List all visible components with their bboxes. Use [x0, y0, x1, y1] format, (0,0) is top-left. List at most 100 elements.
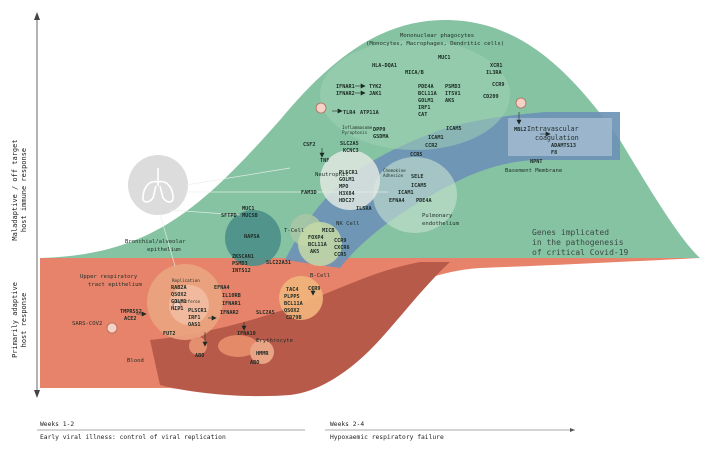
gene-label: AK5: [310, 249, 319, 255]
gene-label: BCL11A: [284, 301, 304, 307]
gene-label: FOXP4: [308, 235, 324, 241]
respiratory-failure-caption: Hypoxaemic respiratory failure: [330, 434, 444, 441]
gene-label: CAT: [418, 112, 427, 118]
legend-title-line2: in the pathogenesis: [532, 238, 624, 247]
gene-label: PDE4A: [418, 84, 434, 90]
blood-label: Blood: [127, 358, 144, 364]
gene-label: IFNA10: [237, 331, 256, 337]
early-illness-caption: Early viral illness: control of viral re…: [40, 434, 226, 441]
bronchial-label-line1: Bronchial/alveolar: [125, 239, 186, 245]
t-cell-label: T-Cell: [284, 228, 304, 234]
gene-label: CCR9: [492, 82, 505, 88]
gene-label: PLSCR1: [188, 308, 207, 314]
pulmonary-label-line1: Pulmonary: [422, 213, 453, 219]
b-cell-circle: [279, 276, 323, 320]
basement-membrane-label: Basement Membrane: [505, 168, 563, 174]
gene-label: SLC22A31: [266, 260, 291, 266]
gene-label: IRF1: [188, 315, 201, 321]
legend-title-line1: Genes implicated: [532, 228, 609, 237]
axis-bottom-title-line1: Primarily adaptive: [11, 282, 19, 358]
gene-label: IFNAR1: [336, 84, 355, 90]
gene-label: FAM3D: [301, 190, 317, 196]
gene-label: CCR2: [425, 143, 438, 149]
gene-labels: MUC1 XCR1 IL3RA CCR9 HLA-DQA1 MICA/B IFN…: [120, 55, 576, 366]
gene-label: PSMD3: [232, 261, 248, 267]
gene-label: IL3RA: [486, 70, 502, 76]
gene-label: ACE2: [124, 316, 137, 322]
gene-label: ICAM5: [446, 126, 462, 132]
vertical-axis: [34, 12, 40, 398]
axis-top-title-line1: Maladaptive / off target: [11, 139, 19, 240]
abo-cell: [189, 337, 207, 355]
gene-label: MUC5B: [242, 213, 258, 219]
gene-label: IRF1: [418, 105, 431, 111]
gene-label: GOLM1: [418, 98, 434, 104]
gene-label: IFNAR2: [336, 91, 355, 97]
gene-label: CCR5: [410, 152, 423, 158]
blood-stream: [150, 262, 450, 397]
connector-lines: [159, 167, 388, 267]
lungs-icon: [142, 168, 174, 203]
gene-label: ITSV1: [445, 91, 461, 97]
neutrophil-circle: [320, 150, 380, 210]
mononuclear-subtitle: (Monocytes, Macrophages, Dendritic cells…: [366, 41, 504, 47]
gene-label: ICAM1: [428, 135, 444, 141]
timeline: [37, 428, 575, 432]
gene-label: IL5RA: [356, 206, 372, 212]
gene-label: PLPP5: [284, 294, 300, 300]
gene-label: CXCR6: [334, 245, 350, 251]
gene-label: XCR1: [490, 63, 503, 69]
gene-label: ATP11A: [360, 110, 380, 116]
erythrocyte-label: Erythrocyte: [256, 338, 294, 344]
nk-cell-circle: [298, 222, 342, 266]
bronchial-label-line2: epithelium: [147, 247, 181, 253]
gene-label: TAC4: [286, 287, 299, 293]
gene-label: CSF2: [303, 142, 316, 148]
gene-label: ADAMTS13: [551, 143, 576, 149]
gene-label: QSOX2: [284, 308, 300, 314]
gene-label: CCR9: [308, 286, 321, 292]
gene-label: JAK1: [369, 91, 382, 97]
gene-label: QSOX2: [171, 292, 187, 298]
gene-label: RAB2A: [171, 285, 187, 291]
weeks-1-2-label: Weeks 1-2: [40, 421, 74, 428]
gene-label: IFNAR1: [222, 301, 241, 307]
gene-label: SFTPD: [221, 213, 237, 219]
gene-label: PLSCR1: [339, 170, 358, 176]
gene-label: MBL2: [514, 127, 527, 133]
gene-label: MUC1: [242, 206, 255, 212]
gene-label: MPO: [339, 184, 348, 190]
gene-label: TYK2: [369, 84, 382, 90]
axis-top-title-line2: host immune response: [20, 148, 28, 232]
gene-label: MICA/B: [405, 70, 424, 76]
upper-tract-label-line2: tract epithelium: [88, 282, 143, 288]
gene-label: DPP9: [373, 127, 386, 133]
gene-label: EFNA4: [389, 198, 405, 204]
gene-label: KCNC3: [343, 148, 359, 154]
gene-label: ICAM5: [411, 183, 427, 189]
intravascular-title-line1: Intravascular: [527, 125, 579, 133]
gene-label: SLC2A5: [340, 141, 359, 147]
chemokine-label-line1: Chemokine: [383, 168, 406, 173]
gene-label: ABO: [250, 360, 259, 366]
gene-label: H3X84: [339, 191, 355, 197]
weeks-2-4-label: Weeks 2-4: [330, 421, 364, 428]
mononuclear-title: Mononuclear phagocytes: [400, 33, 474, 39]
b-cell-label: B-Cell: [310, 273, 330, 279]
intravascular-box: [508, 118, 612, 156]
gene-label: HLA-DQA1: [372, 63, 397, 69]
axis-bottom-title-line2: host response: [20, 293, 28, 348]
legend-title-line3: of critical Covid-19: [532, 248, 629, 257]
gene-label: IFNAR2: [220, 310, 239, 316]
virus-icon: [106, 97, 527, 334]
inflammasome-label-line1: Inflammasome: [342, 125, 373, 130]
gene-label: GOLM1: [171, 299, 187, 305]
pathway-arrows: [136, 83, 551, 347]
gene-label: BCL11A: [418, 91, 438, 97]
gene-label: SELE: [411, 174, 424, 180]
nk-cell-label: NK Cell: [336, 221, 360, 227]
upper-tract-label-line1: Upper respiratory: [80, 274, 138, 280]
gene-label: CCR9: [334, 238, 347, 244]
gene-label: TMPRSS2: [120, 309, 142, 315]
neutrophil-label: Neutrophil: [315, 172, 349, 178]
